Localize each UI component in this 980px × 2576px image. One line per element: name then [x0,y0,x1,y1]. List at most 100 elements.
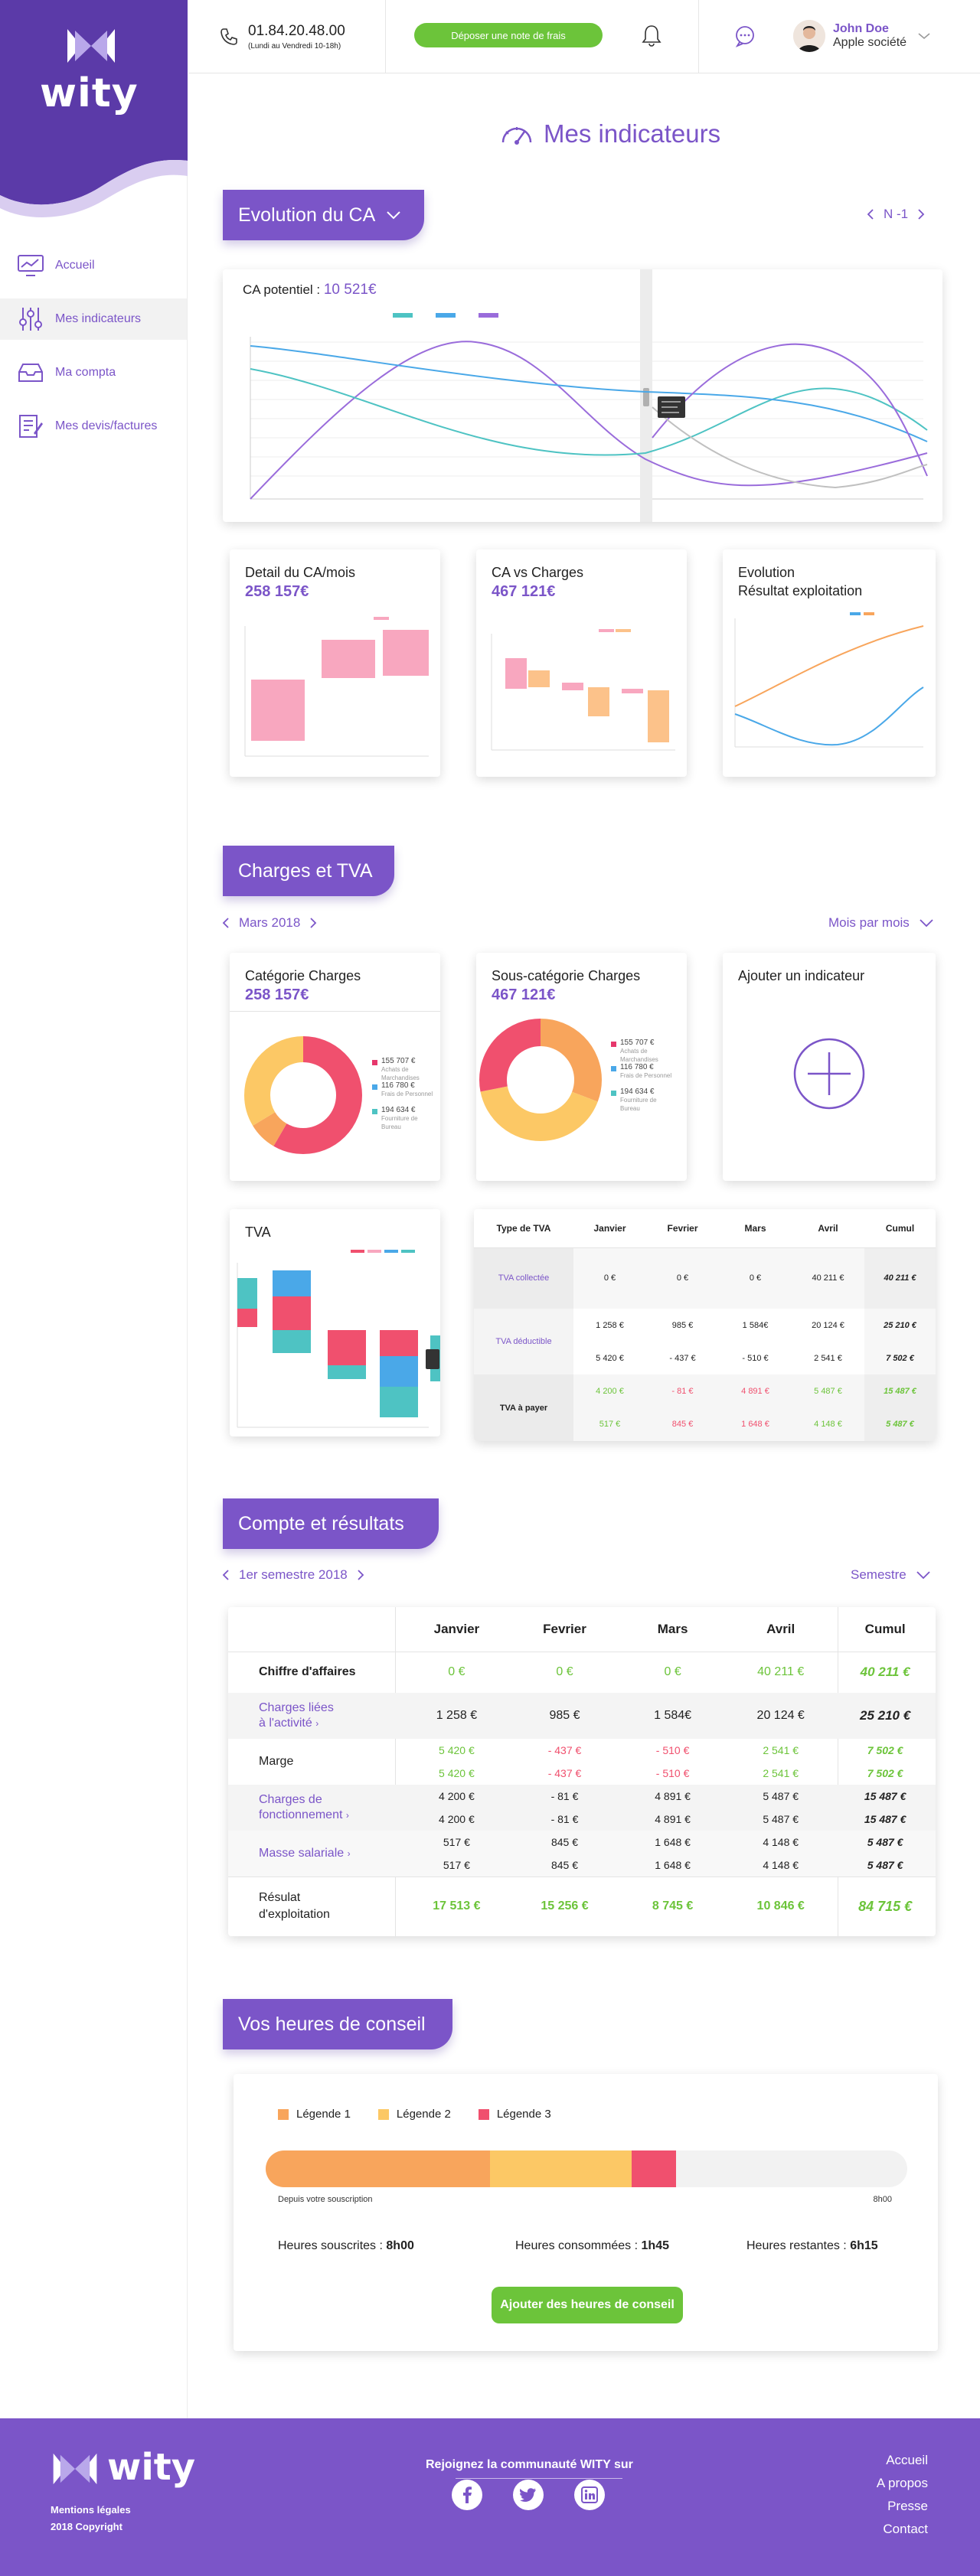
table-row: 4 200 € - 81 € 4 891 € 5 487 € 15 487 € [228,1808,936,1831]
table-cell: 1 648 € [741,1420,769,1429]
chevron-right-icon[interactable] [309,917,317,929]
tva-stacked-bar-chart [237,1250,440,1428]
chart-bar [505,658,527,689]
footer-link-accueil[interactable]: Accueil [886,2453,928,2467]
sidebar-item-compta[interactable]: Ma compta [0,352,187,393]
chevron-right-icon[interactable] [917,208,925,220]
card-subtitle: Résultat exploitation [738,583,863,598]
table-cell: 1 584€ [654,1709,692,1722]
section-evolution-ca[interactable]: Evolution du CA [223,190,424,240]
donut-slice [244,1036,362,1154]
legal-link[interactable]: Mentions légales [51,2504,131,2516]
footer-link-presse[interactable]: Presse [887,2499,928,2513]
chart-bar [328,1365,366,1379]
sous-categorie-donut-chart [479,1019,616,1141]
series-line [250,368,928,456]
table-cell: 4 891 € [741,1386,769,1396]
table-cell: 1 648 € [655,1858,691,1871]
table-header-row: Janvier Fevrier Mars Avril Cumul [228,1607,936,1652]
card-title: TVA [245,1224,271,1240]
row-label-link[interactable]: TVA déductible [495,1337,552,1346]
table-cell: 5 487 € [814,1386,842,1396]
row-label-link[interactable]: Charges de fonctionnement › [228,1785,403,1831]
legend-item: Légende 1 [278,2108,351,2121]
card-value: 258 157€ [245,583,309,600]
row-label-link[interactable]: TVA collectée [498,1273,550,1283]
document-edit-icon [15,412,46,440]
table-row: Charges liées à l'activité › 1 258 € 985… [228,1693,936,1739]
chevron-right-icon[interactable] [357,1569,364,1581]
table-cell: 4 891 € [655,1790,691,1802]
chevron-left-icon[interactable] [222,917,230,929]
table-cell: 25 210 € [860,1708,911,1723]
linkedin-icon[interactable] [574,2480,605,2510]
table-cell: - 510 € [742,1353,769,1363]
page-title-text: Mes indicateurs [544,119,721,148]
card-divider [230,1011,440,1012]
mode-select-compte[interactable]: Semestre [851,1567,931,1583]
chart-bar [622,689,643,693]
copyright: 2018 Copyright [51,2521,122,2532]
sidebar-item-indicateurs[interactable]: Mes indicateurs [0,298,187,340]
topbar: 01.84.20.48.00 (Lundi au Vendredi 10-18h… [188,0,980,73]
card-heures-conseil: Légende 1 Légende 2 Légende 3 Depuis vot… [234,2074,938,2351]
row-band [228,1693,936,1739]
chart-bar [328,1330,366,1365]
table-cell: 2 541 € [763,1744,799,1756]
chat-icon[interactable] [733,24,756,50]
sidebar-item-devis[interactable]: Mes devis/factures [0,406,187,447]
row-label-line: d'exploitation [259,1908,330,1922]
chevron-left-icon[interactable] [867,208,874,220]
table-row: TVA déductible 1 258 € 985 € 1 584€ 20 1… [474,1309,936,1347]
table-cell: 4 148 € [814,1420,842,1429]
footer-link-contact[interactable]: Contact [883,2522,928,2536]
table-cell: 7 502 € [867,1744,903,1756]
chevron-right-icon: › [345,1810,349,1821]
footer-brand-name: wity [107,2446,196,2489]
phone-contact[interactable]: 01.84.20.48.00 (Lundi au Vendredi 10-18h… [188,0,386,73]
legend-swatch [384,1250,398,1253]
table-row: Marge 5 420 € - 437 € - 510 € 2 541 € 7 … [228,1739,936,1768]
chart-bar [237,1278,257,1309]
column-header: Fevrier [510,1607,619,1652]
wity-logo-icon [67,29,115,63]
mode-select-charges[interactable]: Mois par mois [828,915,934,931]
legend-label: Légende 1 [296,2108,351,2121]
page-title: Mes indicateurs [499,119,720,148]
row-label-line: Charges liées [259,1701,334,1714]
user-menu[interactable]: John Doe Apple société [793,20,931,52]
sidebar-item-accueil[interactable]: Accueil [0,245,187,286]
chart-bar [273,1296,311,1330]
row-label-text: à l'activité [259,1717,312,1730]
table-cell: 1 648 € [655,1836,691,1848]
table-cell: 845 € [550,1858,579,1871]
hours-legend: Légende 1 Légende 2 Légende 3 [278,2108,551,2121]
expense-note-button[interactable]: Déposer une note de frais [414,23,603,47]
twitter-icon[interactable] [513,2480,544,2510]
card-value: 10 521€ [323,282,377,298]
footer-link-apropos[interactable]: A propos [876,2476,928,2490]
card-detail-ca: Detail du CA/mois 258 157€ [230,549,440,777]
card-ajouter-indicateur[interactable]: Ajouter un indicateur [723,953,936,1181]
row-label-line: Charges de [259,1793,322,1806]
table-row: TVA collectée 0 € 0 € 0 € 40 211 € 40 21… [474,1247,936,1309]
detail-ca-bar-chart [244,617,429,757]
card-ca-potentiel: CA potentiel : 10 521€ [223,269,942,522]
facebook-icon[interactable] [452,2480,482,2510]
add-hours-button[interactable]: Ajouter des heures de conseil [492,2287,683,2323]
row-label-link[interactable]: Charges liées à l'activité › [228,1693,403,1739]
legend-swatch [616,629,631,632]
table-cell: 0 € [749,1273,762,1283]
table-cell: 1 258 € [436,1709,478,1722]
period-pager-compte: 1er semestre 2018 [222,1567,364,1583]
legend-label: Frais de Personnel [620,1072,672,1079]
plus-circle-icon[interactable] [792,1037,866,1110]
bell-icon[interactable] [640,23,663,50]
row-label-link[interactable]: Masse salariale › [228,1831,403,1877]
period-pager-evolution: N -1 [867,207,925,222]
row-label-line: à l'activité › [259,1716,403,1731]
series-line [734,625,924,707]
chevron-left-icon[interactable] [222,1569,230,1581]
table-cell: 985 € [671,1320,694,1330]
chart-bar [380,1330,418,1356]
